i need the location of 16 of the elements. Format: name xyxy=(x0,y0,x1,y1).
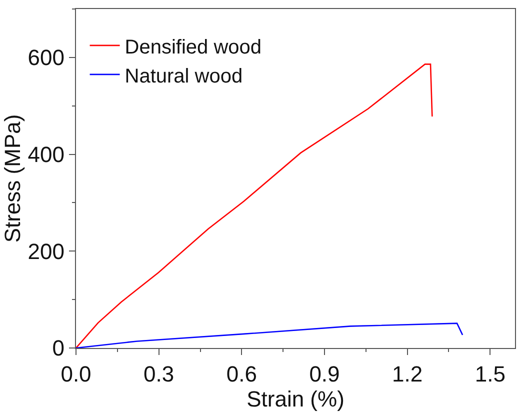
y-tick-label: 200 xyxy=(28,238,64,264)
y-tick-label: 600 xyxy=(28,45,64,70)
x-axis-title: Strain (%) xyxy=(246,386,344,412)
x-tick-label: 1.2 xyxy=(392,362,423,387)
line-series xyxy=(76,322,464,348)
legend-label: Densified wood xyxy=(124,36,262,58)
y-axis-title: Stress (MPa) xyxy=(0,114,25,243)
x-tick-label: 1.5 xyxy=(474,362,506,387)
legend-label: Natural wood xyxy=(124,65,243,88)
x-tick-label: 0.0 xyxy=(60,362,92,387)
x-tick-label: 0.9 xyxy=(309,362,340,387)
y-tick-label: 0 xyxy=(52,336,64,361)
x-tick-label: 0.6 xyxy=(226,362,257,387)
y-tick-label: 400 xyxy=(28,142,64,167)
x-tick-label: 0.3 xyxy=(144,362,174,387)
line-series xyxy=(76,64,433,348)
